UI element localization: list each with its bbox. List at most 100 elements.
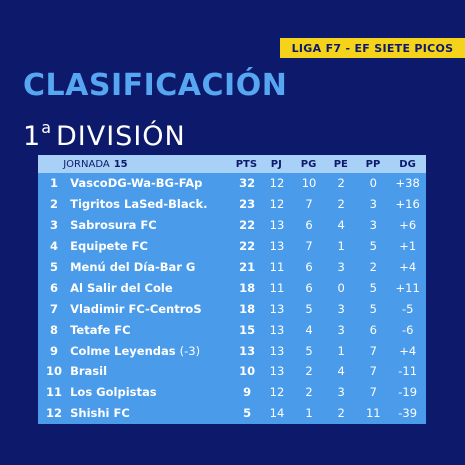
row-team: Colme Leyendas (-3)	[70, 344, 233, 358]
row-pg: 2	[305, 385, 313, 400]
row-team: Tigritos LaSed-Black.	[70, 197, 233, 211]
row-pts: 22	[239, 239, 256, 254]
row-position: 5	[50, 260, 59, 274]
row-pts: 21	[239, 260, 256, 274]
team-name: Shishi FC	[70, 406, 130, 421]
table-row: 12 Shishi FC 5 14 1 2 11 -39	[38, 403, 426, 424]
division-number: 1	[23, 121, 42, 152]
row-pg: 5	[305, 301, 313, 316]
table-row: 3 Sabrosura FC 22 13 6 4 3 +6	[38, 215, 426, 236]
row-pj: 12	[269, 197, 285, 212]
row-team: Equipete FC	[70, 239, 233, 253]
row-pe: 2	[337, 197, 345, 212]
division-ordinal: a	[41, 118, 52, 137]
row-position: 8	[50, 322, 59, 337]
row-pp: 5	[369, 280, 377, 295]
row-pe: 3	[337, 260, 345, 274]
row-pts: 18	[239, 280, 256, 295]
row-pp: 11	[365, 406, 381, 421]
table-row: 11 Los Golpistas 9 12 2 3 7 -19	[38, 382, 426, 403]
team-name: Colme Leyendas	[70, 343, 176, 358]
row-team: Vladimir FC-CentroS	[70, 302, 233, 316]
row-pts: 9	[243, 385, 252, 400]
row-position: 6	[50, 280, 59, 295]
row-pj: 11	[269, 260, 285, 274]
division-heading: 1a DIVISIÓN	[23, 108, 186, 157]
row-pp: 3	[369, 197, 377, 212]
table-body: 1 VascoDG-Wa-BG-FAp 32 12 10 2 0 +38 2 Tigritos L…	[38, 173, 426, 424]
row-pe: 2	[337, 176, 345, 191]
row-pg: 6	[305, 218, 313, 233]
table-row: 10 Brasil 10 13 2 4 7 -11	[38, 361, 426, 382]
row-team: Sabrosura FC	[70, 218, 233, 232]
row-team: Shishi FC	[70, 406, 233, 420]
row-pp: 7	[369, 343, 377, 358]
row-pe: 1	[337, 343, 345, 358]
row-team: VascoDG-Wa-BG-FAp	[70, 176, 233, 190]
row-dg: +11	[395, 280, 420, 295]
jornada-label: JORNADA	[63, 158, 110, 170]
row-pj: 13	[269, 364, 285, 379]
row-pp: 7	[369, 364, 377, 379]
row-dg: -11	[398, 364, 418, 379]
header-jornada: JORNADA 15	[49, 159, 232, 170]
standings-table: JORNADA 15 PTS PJ PG PE PP DG 1 VascoDG-Wa…	[38, 155, 426, 424]
row-pts: 22	[239, 218, 256, 233]
row-dg: -6	[401, 322, 414, 337]
table-row: 5 Menú del Día-Bar G 21 11 6 3 2 +4	[38, 257, 426, 278]
row-pg: 5	[305, 343, 313, 358]
row-pts: 32	[239, 176, 256, 191]
header-pj: PJ	[270, 158, 282, 170]
team-name: VascoDG-Wa-BG-FAp	[70, 176, 203, 191]
table-header: JORNADA 15 PTS PJ PG PE PP DG	[38, 155, 426, 173]
team-name: Equipete FC	[70, 239, 148, 254]
row-team: Los Golpistas	[70, 385, 233, 399]
row-pj: 13	[269, 301, 285, 316]
row-pg: 7	[305, 239, 313, 254]
table-row: 9 Colme Leyendas (-3) 13 13 5 1 7 +4	[38, 340, 426, 361]
row-pe: 4	[337, 364, 345, 379]
row-pp: 7	[369, 385, 377, 400]
row-position: 11	[46, 385, 63, 400]
row-pg: 10	[301, 176, 317, 191]
row-pg: 6	[305, 260, 313, 274]
row-pe: 3	[337, 385, 345, 400]
table-row: 4 Equipete FC 22 13 7 1 5 +1	[38, 236, 426, 257]
row-pts: 23	[239, 197, 256, 212]
row-pe: 2	[337, 406, 345, 421]
row-dg: +6	[399, 218, 417, 233]
row-position: 2	[50, 197, 59, 212]
row-pe: 4	[337, 218, 345, 233]
table-row: 7 Vladimir FC-CentroS 18 13 5 3 5 -5	[38, 298, 426, 319]
header-dg: DG	[399, 158, 416, 170]
row-position: 12	[46, 406, 63, 421]
header-pg: PG	[300, 158, 317, 170]
page-title: CLASIFICACIÓN	[23, 68, 288, 103]
row-team: Tetafe FC	[70, 323, 233, 337]
row-pj: 13	[269, 239, 285, 254]
team-penalty: (-3)	[179, 343, 201, 358]
row-dg: +1	[399, 239, 417, 254]
table-row: 6 Al Salir del Cole 18 11 6 0 5 +11	[38, 277, 426, 298]
row-pts: 10	[239, 364, 256, 379]
row-pts: 5	[243, 406, 252, 421]
row-pp: 6	[369, 322, 377, 337]
row-pj: 13	[269, 322, 285, 337]
row-position: 1	[50, 176, 59, 191]
row-pe: 3	[337, 301, 345, 316]
row-pj: 11	[269, 280, 285, 295]
row-pe: 1	[337, 239, 345, 254]
row-dg: +4	[399, 260, 417, 274]
row-pe: 0	[337, 280, 345, 295]
team-name: Al Salir del Cole	[70, 280, 173, 295]
row-pg: 6	[305, 280, 313, 295]
row-dg: +38	[395, 176, 420, 191]
header-pe: PE	[333, 158, 348, 170]
row-pg: 2	[305, 364, 313, 379]
row-pp: 2	[369, 260, 377, 274]
row-team: Brasil	[70, 364, 233, 378]
row-pj: 12	[269, 176, 285, 191]
league-badge: LIGA F7 - EF SIETE PICOS	[280, 38, 465, 58]
team-name: Sabrosura FC	[70, 218, 157, 233]
row-pj: 13	[269, 343, 285, 358]
